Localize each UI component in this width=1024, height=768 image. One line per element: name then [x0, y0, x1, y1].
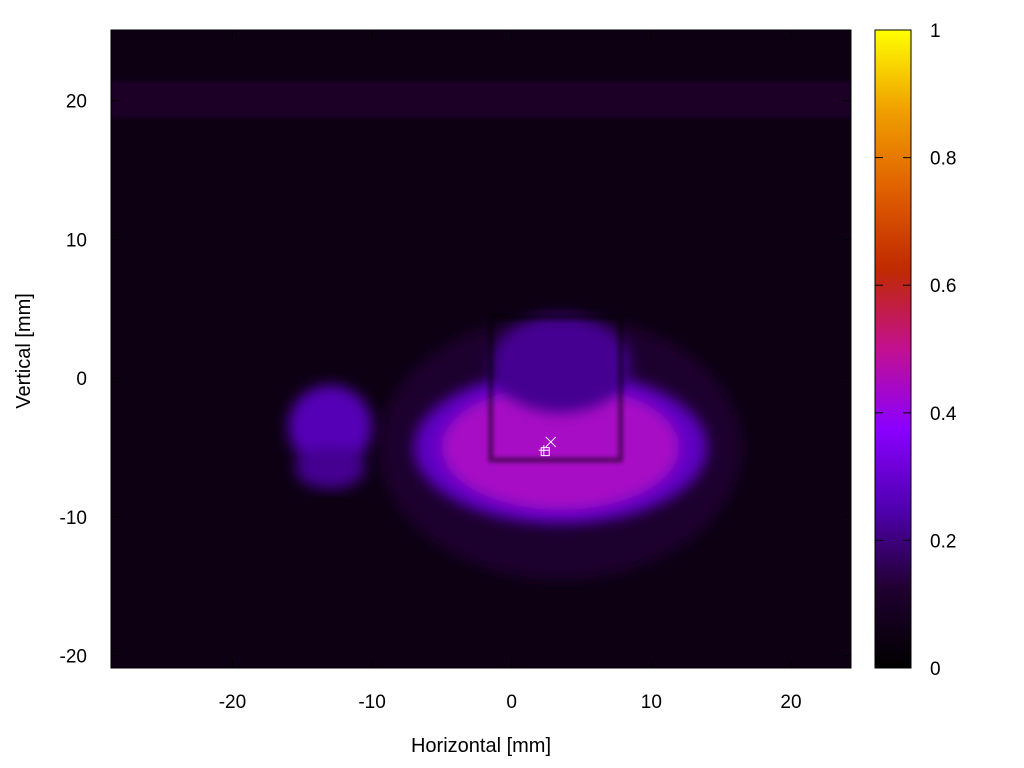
marker-square [540, 447, 550, 457]
axis-ticks [111, 30, 851, 668]
y-tick-label: 0 [76, 369, 87, 390]
colorbar-gradient [875, 30, 911, 668]
heatmap-intensity-region [295, 447, 366, 490]
y-tick-label: -20 [60, 647, 87, 668]
x-tick-label: -10 [358, 692, 385, 713]
x-tick-label: 10 [641, 692, 662, 713]
marker-x [545, 436, 557, 448]
colorbar-tick-label: 1 [930, 21, 941, 42]
marker-plus [538, 445, 549, 456]
y-axis-label: Vertical [mm] [13, 293, 35, 409]
plot-area: -20 -10 0 10 20 -20 -10 0 10 20 [60, 29, 852, 713]
colorbar-tick-label: 0 [930, 659, 941, 680]
colorbar-tick-labels: 0 0.2 0.4 0.6 0.8 1 [930, 21, 957, 680]
y-tick-labels: -20 -10 0 10 20 [60, 92, 87, 668]
heatmap-intensity-region [288, 385, 373, 469]
x-axis-label: Horizontal [mm] [411, 735, 551, 757]
y-tick-label: 10 [66, 230, 87, 251]
x-tick-label: -20 [219, 692, 246, 713]
y-tick-label: 20 [66, 92, 87, 113]
colorbar-frame [874, 29, 912, 669]
colorbar-tick-label: 0.4 [930, 404, 957, 425]
heatmap-top-band [111, 81, 851, 118]
x-tick-labels: -20 -10 0 10 20 [219, 692, 802, 713]
colorbar-tick-label: 0.2 [930, 531, 956, 552]
x-tick-label: 0 [506, 692, 517, 713]
colorbar-ticks [875, 29, 911, 669]
colorbar: 0 0.2 0.4 0.6 0.8 1 [874, 21, 957, 680]
y-tick-label: -10 [60, 508, 87, 529]
plot-frame [110, 29, 852, 669]
heatmap-shadow-rect [488, 314, 624, 463]
colorbar-tick-label: 0.6 [930, 276, 956, 297]
x-tick-label: 20 [780, 692, 801, 713]
colorbar-tick-label: 0.8 [930, 149, 956, 170]
heatmap [111, 30, 851, 668]
